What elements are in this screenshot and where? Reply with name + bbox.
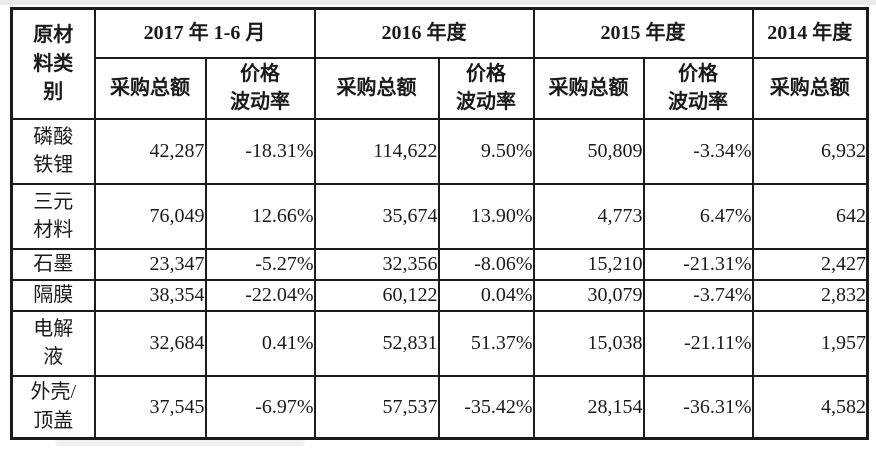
table-row-lithium-iron-phosphate: 磷酸 铁锂 42,287 -18.31% 114,622 9.50% 50,80… — [10, 117, 869, 185]
header-purchase-total-2017: 采购总额 — [93, 56, 207, 120]
volatility-cell: -21.11% — [642, 309, 754, 377]
amount-cell: 76,049 — [93, 182, 207, 250]
raw-material-procurement-table: 原材 料类 别 2017 年 1-6 月 2016 年度 2015 年度 201… — [10, 7, 870, 440]
volatility-cell: -3.34% — [642, 117, 754, 185]
amount-cell: 23,347 — [93, 247, 207, 281]
amount-cell: 38,354 — [93, 278, 207, 312]
amount-cell: 4,773 — [532, 182, 645, 250]
volatility-cell: 12.66% — [204, 182, 316, 250]
row-label: 外壳/ 顶盖 — [10, 374, 96, 440]
amount-cell: 52,831 — [313, 309, 440, 377]
header-purchase-total-2016: 采购总额 — [313, 56, 440, 120]
row-label: 三元 材料 — [10, 182, 96, 250]
volatility-cell: -5.27% — [204, 247, 316, 281]
amount-cell: 642 — [751, 182, 869, 250]
header-period-2014: 2014 年度 — [751, 7, 869, 59]
amount-cell: 30,079 — [532, 278, 645, 312]
row-label: 电解 液 — [10, 309, 96, 377]
amount-cell: 35,674 — [313, 182, 440, 250]
amount-cell: 6,932 — [751, 117, 869, 185]
scan-artifact — [55, 440, 305, 446]
amount-cell: 32,356 — [313, 247, 440, 281]
header-metric-row: 采购总额 价格 波动率 采购总额 价格 波动率 采购总额 价格 波动率 采购总额 — [12, 56, 869, 120]
volatility-cell: 9.50% — [437, 117, 535, 185]
table-row-separator: 隔膜 38,354 -22.04% 60,122 0.04% 30,079 -3… — [10, 278, 869, 312]
amount-cell: 4,582 — [751, 374, 869, 440]
header-period-row: 原材 料类 别 2017 年 1-6 月 2016 年度 2015 年度 201… — [10, 7, 869, 120]
amount-cell: 28,154 — [532, 374, 645, 440]
row-label: 磷酸 铁锂 — [10, 117, 96, 185]
volatility-cell: 0.41% — [204, 309, 316, 377]
volatility-cell: 6.47% — [642, 182, 754, 250]
amount-cell: 15,038 — [532, 309, 645, 377]
header-price-volatility-2017: 价格 波动率 — [204, 56, 316, 120]
header-period-2017: 2017 年 1-6 月 — [93, 7, 316, 59]
volatility-cell: -6.97% — [204, 374, 316, 440]
amount-cell: 42,287 — [93, 117, 207, 185]
header-purchase-total-2015: 采购总额 — [532, 56, 645, 120]
header-price-volatility-2016: 价格 波动率 — [437, 56, 535, 120]
row-label: 石墨 — [10, 247, 96, 281]
volatility-cell: -21.31% — [642, 247, 754, 281]
header-period-2016: 2016 年度 — [313, 7, 535, 59]
header-period-2015: 2015 年度 — [532, 7, 754, 59]
header-purchase-total-2014: 采购总额 — [751, 56, 869, 120]
amount-cell: 60,122 — [313, 278, 440, 312]
header-price-volatility-2015: 价格 波动率 — [642, 56, 754, 120]
volatility-cell: -35.42% — [437, 374, 535, 440]
amount-cell: 114,622 — [313, 117, 440, 185]
amount-cell: 15,210 — [532, 247, 645, 281]
row-label: 隔膜 — [10, 278, 96, 312]
table-row-casing-top-cover: 外壳/ 顶盖 37,545 -6.97% 57,537 -35.42% 28,1… — [10, 374, 869, 440]
table-row-graphite: 石墨 23,347 -5.27% 32,356 -8.06% 15,210 -2… — [10, 247, 869, 281]
table-row-ternary-material: 三元 材料 76,049 12.66% 35,674 13.90% 4,773 … — [10, 182, 869, 250]
volatility-cell: -18.31% — [204, 117, 316, 185]
amount-cell: 2,832 — [751, 278, 869, 312]
volatility-cell: -8.06% — [437, 247, 535, 281]
amount-cell: 57,537 — [313, 374, 440, 440]
table-row-electrolyte: 电解 液 32,684 0.41% 52,831 51.37% 15,038 -… — [10, 309, 869, 377]
header-material-category: 原材 料类 别 — [10, 7, 96, 120]
amount-cell: 32,684 — [93, 309, 207, 377]
amount-cell: 2,427 — [751, 247, 869, 281]
volatility-cell: -3.74% — [642, 278, 754, 312]
volatility-cell: -36.31% — [642, 374, 754, 440]
volatility-cell: -22.04% — [204, 278, 316, 312]
amount-cell: 50,809 — [532, 117, 645, 185]
amount-cell: 1,957 — [751, 309, 869, 377]
volatility-cell: 0.04% — [437, 278, 535, 312]
top-edge-strip — [0, 0, 876, 5]
volatility-cell: 13.90% — [437, 182, 535, 250]
amount-cell: 37,545 — [93, 374, 207, 440]
volatility-cell: 51.37% — [437, 309, 535, 377]
